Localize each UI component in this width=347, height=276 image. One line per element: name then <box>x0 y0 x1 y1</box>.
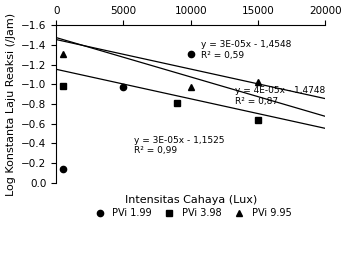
Text: y = 4E-05x - 1,4748
R² = 0,87: y = 4E-05x - 1,4748 R² = 0,87 <box>235 86 325 106</box>
Text: y = 3E-05x - 1,1525
R² = 0,99: y = 3E-05x - 1,1525 R² = 0,99 <box>134 136 225 155</box>
Text: Intensitas Cahaya (Lux): Intensitas Cahaya (Lux) <box>125 195 257 205</box>
Legend: PVi 1.99, PVi 3.98, PVi 9.95: PVi 1.99, PVi 3.98, PVi 9.95 <box>86 204 295 222</box>
Y-axis label: Log Konstanta Laju Reaksi (/Jam): Log Konstanta Laju Reaksi (/Jam) <box>6 12 16 195</box>
Text: y = 3E-05x - 1,4548
R² = 0,59: y = 3E-05x - 1,4548 R² = 0,59 <box>201 40 292 60</box>
